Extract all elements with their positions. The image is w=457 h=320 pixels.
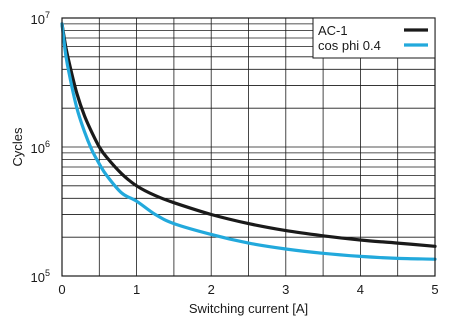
x-tick-label: 2 — [208, 282, 215, 297]
y-tick-base: 10 — [31, 270, 45, 285]
y-tick-exponent: 7 — [45, 10, 50, 20]
legend-label: cos phi 0.4 — [318, 38, 381, 53]
y-tick-base: 10 — [31, 12, 45, 27]
y-tick-exponent: 5 — [45, 268, 50, 278]
y-tick-label: 107 — [31, 10, 50, 27]
x-tick-label: 5 — [431, 282, 438, 297]
series-lines — [60, 22, 437, 261]
series-line-ac-1 — [60, 22, 437, 248]
legend-box — [312, 17, 436, 59]
legend-label: AC-1 — [318, 23, 348, 38]
y-tick-label: 106 — [31, 139, 50, 156]
x-tick-label: 0 — [58, 282, 65, 297]
y-tick-exponent: 6 — [45, 139, 50, 149]
series-line-cos-phi-0-4 — [60, 22, 437, 261]
x-tick-label: 4 — [357, 282, 364, 297]
x-axis-label: Switching current [A] — [189, 301, 308, 316]
x-tick-label: 1 — [133, 282, 140, 297]
y-tick-base: 10 — [31, 141, 45, 156]
x-tick-labels: 0 1 2 3 4 5 — [58, 282, 438, 297]
y-axis-label: Cycles — [10, 127, 25, 167]
plot-frame — [61, 17, 436, 277]
x-tick-label: 3 — [282, 282, 289, 297]
y-tick-label: 105 — [31, 268, 50, 285]
